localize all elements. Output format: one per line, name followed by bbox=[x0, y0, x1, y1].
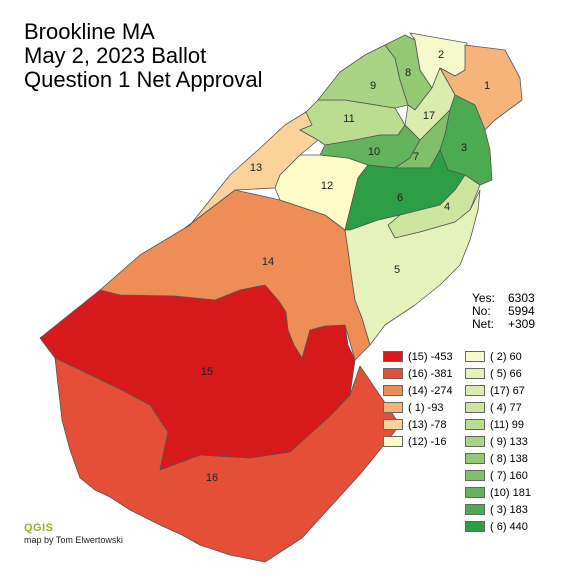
precinct-label-6: 6 bbox=[397, 192, 403, 204]
legend-item: (13) -78 bbox=[383, 418, 453, 431]
legend-item: ( 7) 160 bbox=[465, 469, 531, 482]
legend-swatch bbox=[383, 351, 403, 362]
legend-swatch bbox=[465, 351, 485, 362]
yes-value: 6303 bbox=[508, 291, 535, 305]
precinct-label-9: 9 bbox=[370, 80, 376, 92]
precinct-label-10: 10 bbox=[368, 146, 380, 158]
title-line-3: Question 1 Net Approval bbox=[24, 67, 263, 92]
legend-swatch bbox=[465, 419, 485, 430]
precinct-5 bbox=[344, 189, 481, 346]
legend-item: ( 8) 138 bbox=[465, 452, 531, 465]
legend-item: ( 9) 133 bbox=[465, 435, 531, 448]
net-value: +309 bbox=[508, 317, 536, 331]
no-value: 5994 bbox=[508, 304, 535, 318]
legend-swatch bbox=[465, 368, 485, 379]
legend-item: (14) -274 bbox=[383, 384, 453, 397]
legend-label: (14) -274 bbox=[408, 384, 453, 397]
legend-label: ( 8) 138 bbox=[490, 452, 528, 465]
author-credit: map by Tom Elwertowski bbox=[24, 535, 123, 545]
legend-label: (15) -453 bbox=[408, 350, 453, 363]
legend-negative: (15) -453 (16) -381 (14) -274 ( 1) -93 (13) … bbox=[383, 350, 453, 448]
legend-item: ( 2) 60 bbox=[465, 350, 531, 363]
title-line-1: Brookline MA bbox=[24, 19, 155, 44]
legend-item: (12) -16 bbox=[383, 435, 453, 448]
legend-swatch bbox=[383, 385, 403, 396]
legend-positive: ( 2) 60 ( 5) 66 (17) 67 ( 4) 77 (11) 99 ( 9) … bbox=[465, 350, 531, 533]
precinct-label-2: 2 bbox=[438, 49, 444, 61]
legend-label: ( 4) 77 bbox=[490, 401, 522, 414]
legend-label: ( 7) 160 bbox=[490, 469, 528, 482]
map-title: Brookline MA May 2, 2023 Ballot Question… bbox=[24, 20, 262, 92]
precinct-label-14: 14 bbox=[262, 256, 274, 268]
precinct-label-7: 7 bbox=[413, 151, 419, 163]
no-label: No: bbox=[472, 304, 491, 318]
legend-label: ( 1) -93 bbox=[408, 401, 444, 414]
precinct-label-13: 13 bbox=[250, 162, 262, 174]
legend-label: (10) 181 bbox=[490, 486, 531, 499]
legend-item: ( 4) 77 bbox=[465, 401, 531, 414]
legend-item: ( 6) 440 bbox=[465, 520, 531, 533]
legend-swatch bbox=[383, 368, 403, 379]
precinct-3 bbox=[439, 94, 493, 186]
legend-item: ( 3) 183 bbox=[465, 503, 531, 516]
legend-item: (16) -381 bbox=[383, 367, 453, 380]
legend-swatch bbox=[465, 521, 485, 532]
legend-item: (15) -453 bbox=[383, 350, 453, 363]
legend-item: ( 1) -93 bbox=[383, 401, 453, 414]
legend-label: ( 3) 183 bbox=[490, 503, 528, 516]
legend-label: (12) -16 bbox=[408, 435, 447, 448]
vote-totals: Yes: 6303 No: 5994 Net: +309 bbox=[472, 292, 535, 331]
yes-label: Yes: bbox=[472, 291, 495, 305]
legend-label: ( 9) 133 bbox=[490, 435, 528, 448]
legend-swatch bbox=[383, 402, 403, 413]
legend-swatch bbox=[465, 402, 485, 413]
legend-label: (13) -78 bbox=[408, 418, 447, 431]
legend-swatch bbox=[465, 504, 485, 515]
precinct-label-3: 3 bbox=[461, 142, 467, 154]
precinct-label-5: 5 bbox=[394, 264, 400, 276]
legend-swatch bbox=[383, 436, 403, 447]
precinct-label-17: 17 bbox=[423, 110, 435, 122]
legend-swatch bbox=[465, 487, 485, 498]
title-line-2: May 2, 2023 Ballot bbox=[24, 43, 207, 68]
precinct-label-1: 1 bbox=[484, 80, 490, 92]
legend-swatch bbox=[465, 436, 485, 447]
legend-swatch bbox=[465, 385, 485, 396]
qgis-logo: QGIS bbox=[24, 522, 54, 534]
net-label: Net: bbox=[472, 317, 495, 331]
legend-label: ( 6) 440 bbox=[490, 520, 528, 533]
legend-item: (10) 181 bbox=[465, 486, 531, 499]
legend-swatch bbox=[465, 453, 485, 464]
legend-swatch bbox=[383, 419, 403, 430]
precinct-label-16: 16 bbox=[206, 472, 218, 484]
legend-item: ( 5) 66 bbox=[465, 367, 531, 380]
legend-label: ( 5) 66 bbox=[490, 367, 522, 380]
precinct-label-15: 15 bbox=[201, 366, 213, 378]
credit: QGIS map by Tom Elwertowski bbox=[24, 522, 123, 545]
legend-item: (17) 67 bbox=[465, 384, 531, 397]
legend-swatch bbox=[465, 470, 485, 481]
legend-item: (11) 99 bbox=[465, 418, 531, 431]
precinct-label-8: 8 bbox=[405, 67, 411, 79]
precinct-label-4: 4 bbox=[444, 201, 450, 213]
legend-label: (17) 67 bbox=[490, 384, 525, 397]
legend-label: (16) -381 bbox=[408, 367, 453, 380]
legend-label: (11) 99 bbox=[490, 418, 525, 431]
precinct-label-11: 11 bbox=[343, 113, 354, 125]
legend-label: ( 2) 60 bbox=[490, 350, 522, 363]
precinct-label-12: 12 bbox=[321, 180, 333, 192]
